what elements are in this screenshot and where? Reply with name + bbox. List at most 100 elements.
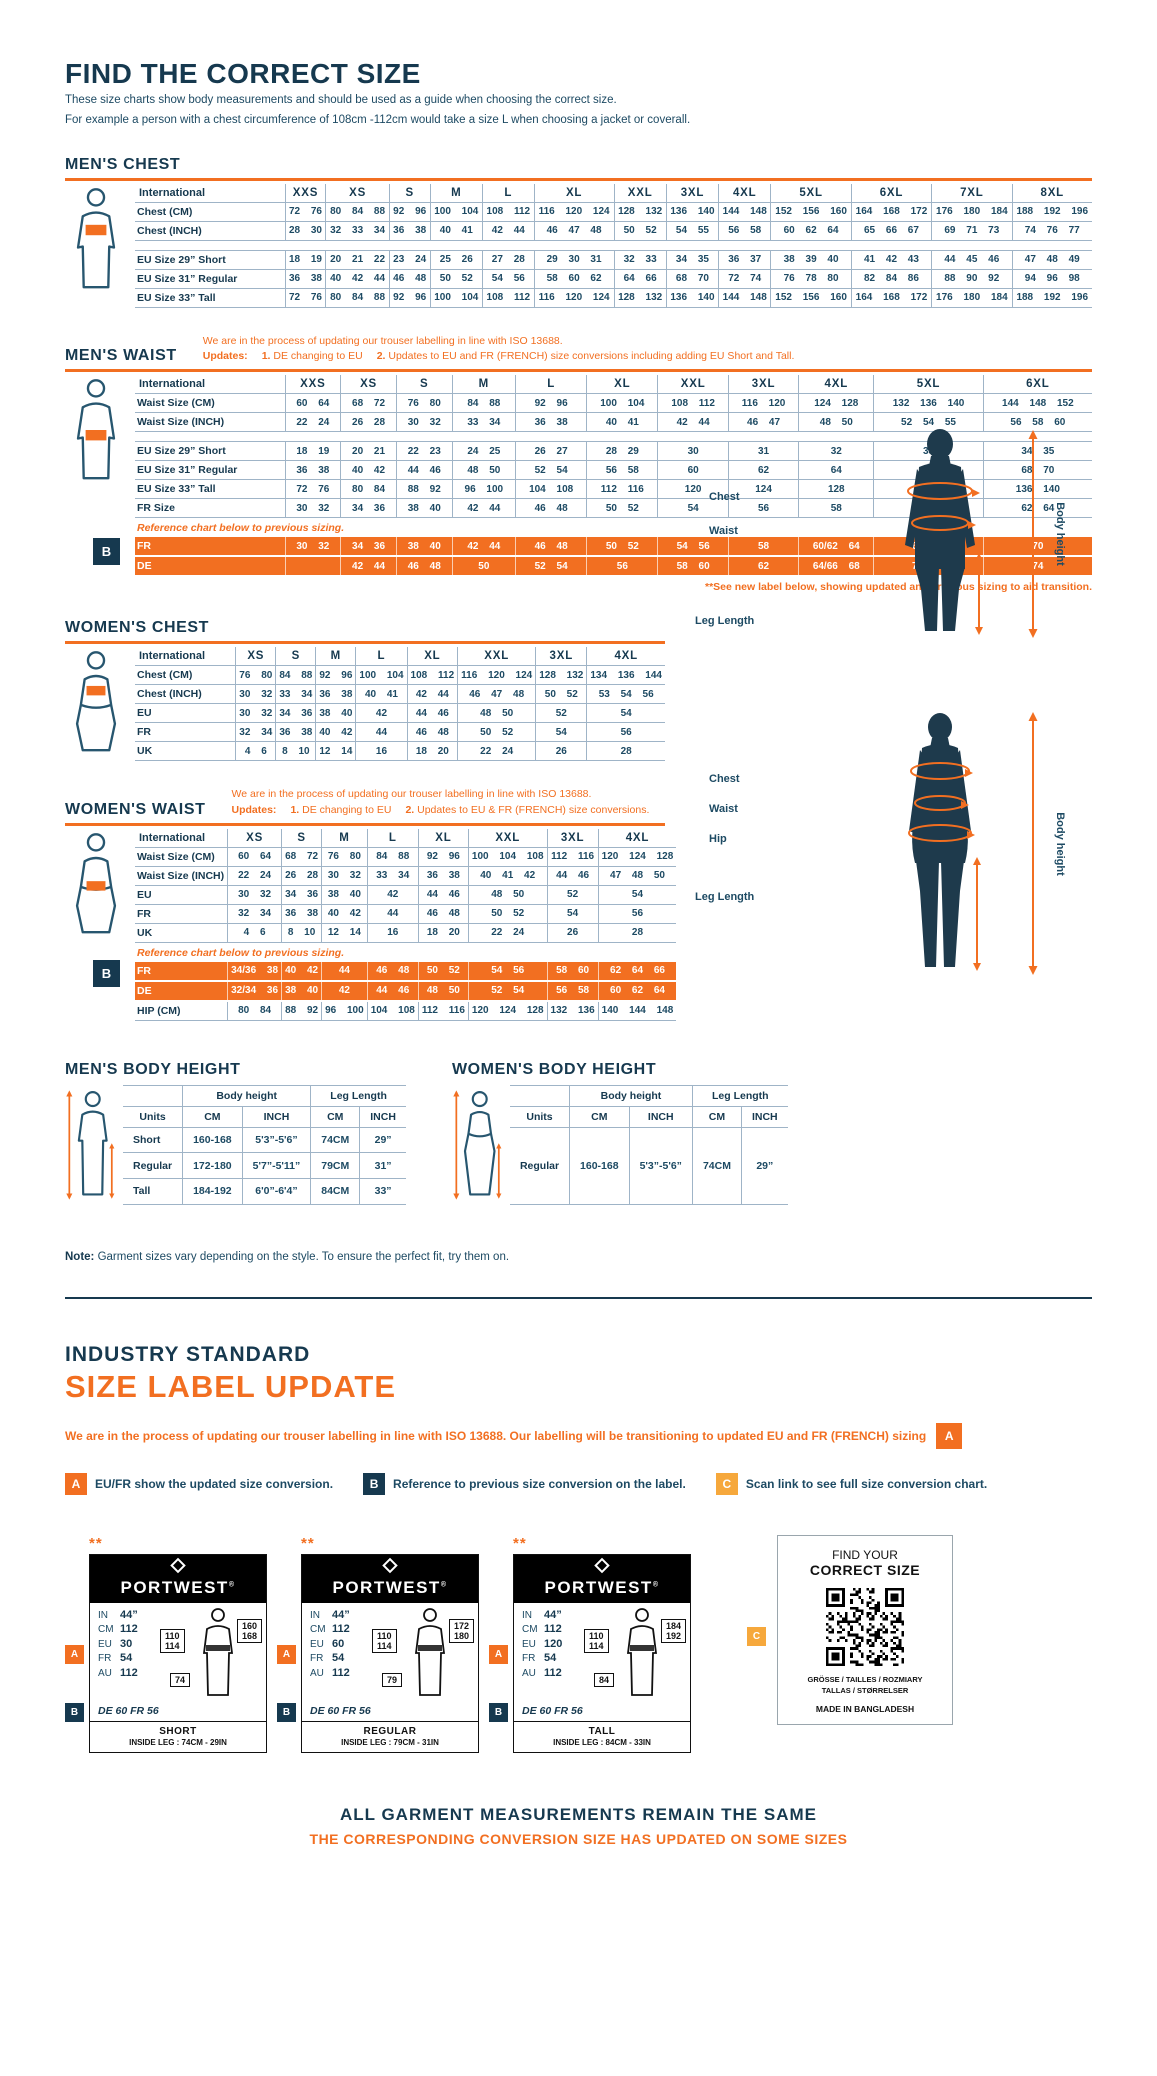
size-cell: 100 104 108 [467,847,548,867]
male-silhouette [905,429,983,636]
size-cell: 30 32 [321,866,368,886]
size-cell: 112 116 [546,847,599,867]
female-height-outline-icon [453,1090,502,1200]
size-cell: 72 76 [284,202,326,222]
size-cell: 132 136 140 [873,393,984,414]
cell: 33” [359,1178,406,1205]
units-header: INCH [628,1105,693,1128]
size-cell: 56 [597,904,677,924]
table-row: Tall 184-192 6'0”-6'4” 84CM 33” [123,1178,406,1205]
size-cell: 136 140 [982,479,1092,500]
cell: 29” [740,1127,788,1205]
size-cell: 72 76 [284,479,341,500]
table-row: DE 32/34 36 38 40 42 44 46 48 50 52 54 56 58 60 … [135,980,677,1002]
size-cell: 32 33 [613,250,667,270]
size-cell: 32/34 36 [227,980,282,1002]
units-row: Units CM INCH CM INCH [123,1105,406,1128]
size-cell: 92 96 [388,202,431,222]
size-cell: 44 46 [366,980,419,1002]
size-cell: 22 24 [284,412,341,433]
size-cell: 31 [727,441,799,462]
size-cell: 128 132 [535,665,587,686]
size-cell: 44 [321,961,368,982]
previous-sizing-text: DE 60 FR 56 [310,1704,371,1717]
size-value-row: IN 44” [522,1609,684,1624]
label-caption: REGULAR INSIDE LEG : 79CM - 31IN [302,1720,478,1752]
garment-label-card: ** PORTWEST® IN 44” CM 112 EU 30 FR 54 AU 112 110 11… [65,1535,267,1753]
size-values: IN 44” CM 112 EU 60 FR 54 AU 112 [310,1609,472,1682]
col-header: 4XL [798,375,874,395]
size-cell: 52 54 [515,460,587,481]
size-cell: 38 40 [395,537,453,558]
size-cell: 80 84 88 [325,202,390,222]
size-cell: 42 [321,980,368,1002]
unit-value: 30 [120,1637,133,1650]
body-height-row: MEN'S BODY HEIGHT Body height Leg Length U… [65,1061,788,1205]
size-cell: 33 34 [275,684,316,705]
size-cell: 40 41 [586,412,658,433]
cell: 29” [359,1127,406,1154]
size-cell: 46 47 48 [533,221,614,241]
female-waist-label: Waist [709,803,738,816]
size-cell: 34/36 38 [227,961,282,982]
female-body-height-arrow-icon [1028,712,1038,976]
size-cell: 52 54 [467,980,548,1002]
label-person-icon [626,1607,658,1696]
unit-value: 112 [332,1623,350,1636]
col-header: XXL [467,828,548,848]
row-label: DE [135,980,228,1002]
intro-line-1: These size charts show body measurements… [65,94,617,106]
size-cell: 36 38 [417,866,469,886]
col-header: XL [417,828,469,848]
page-header: FIND THE CORRECT SIZE These size charts … [65,58,1092,130]
chest-band-icon [85,224,107,235]
female-figure-block: Chest Waist Hip Leg Length [665,711,1092,976]
size-cell: 42 44 [451,537,516,558]
size-cell: 176 180 184 [931,288,1013,308]
row-label: EU Size 31” Regular [135,460,285,481]
col-header: 4XL [597,828,677,848]
col-header: L [515,375,587,395]
female-chest-label: Chest [709,773,740,786]
col-header: XL [406,647,458,667]
table-note-row: Reference chart below to previous sizing… [135,518,1092,538]
table-row: EU Size 31” Regular 36 38 40 42 44 46 48 50 … [135,269,1092,289]
size-cell: 88 92 [281,1000,322,1021]
mens-chest-table: International XXS XS S M L XL XXL 3XL 4XL 5XL 6XL 7X… [135,183,1092,308]
size-cell: 18 20 [406,741,458,762]
size-cell: 34 36 [340,498,397,519]
female-body-height-label: Body height [1054,811,1066,876]
size-cell: 74 [982,556,1092,578]
size-cell: 42 [355,703,408,724]
size-cell: 41 42 43 [850,250,932,270]
size-cell: 28 29 [586,441,658,462]
row-label: EU Size 33” Tall [135,288,285,308]
size-cell: 44 46 [546,866,599,886]
size-cell: 38 39 40 [770,250,852,270]
size-cell: 48 50 [467,885,548,905]
size-cell: 92 96 [417,847,469,867]
size-cell: 108 112 [481,202,535,222]
table-row: EU Size 31” Regular 36 38 40 42 44 46 48 50 5… [135,460,1092,481]
mens-waist-title: MEN'S WAIST [65,347,177,365]
size-cell: 18 20 [417,923,469,943]
unit-value: 120 [544,1637,563,1650]
size-cell: 46 48 [515,537,587,558]
size-cell: 52 54 [515,556,587,578]
size-cell: 54 55 [665,221,719,241]
waist-band-icon [86,880,106,891]
units-header: INCH [740,1105,788,1128]
size-cell: 50 [451,556,516,578]
size-cell: 40 42 [340,460,397,481]
size-cell: 36 38 [284,269,326,289]
industry-standard-heading: INDUSTRY STANDARD [65,1342,311,1366]
brand-name: PORTWEST® [120,1577,236,1597]
garment-label-card: ** PORTWEST® IN 44” CM 112 EU 120 FR 54 AU 112 110 1… [489,1535,691,1753]
size-cell: 80 84 88 [325,288,390,308]
label-update-intro: We are in the process of updating our tr… [65,1422,1092,1449]
mens-waist-section: MEN'S WAIST We are in the process of upd… [65,334,1092,593]
col-header: L [355,647,408,667]
womens-waist-iso-note: We are in the process of updating our tr… [231,788,650,816]
footer-line-1: ALL GARMENT MEASUREMENTS REMAIN THE SAME [340,1804,817,1824]
